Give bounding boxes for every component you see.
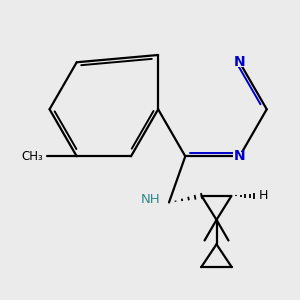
Text: NH: NH [141, 193, 161, 206]
Text: N: N [234, 149, 245, 163]
Bar [233, 152, 246, 161]
Text: N: N [234, 55, 245, 69]
Text: H: H [259, 189, 268, 203]
Bar [233, 58, 246, 67]
Text: CH₃: CH₃ [22, 150, 44, 163]
